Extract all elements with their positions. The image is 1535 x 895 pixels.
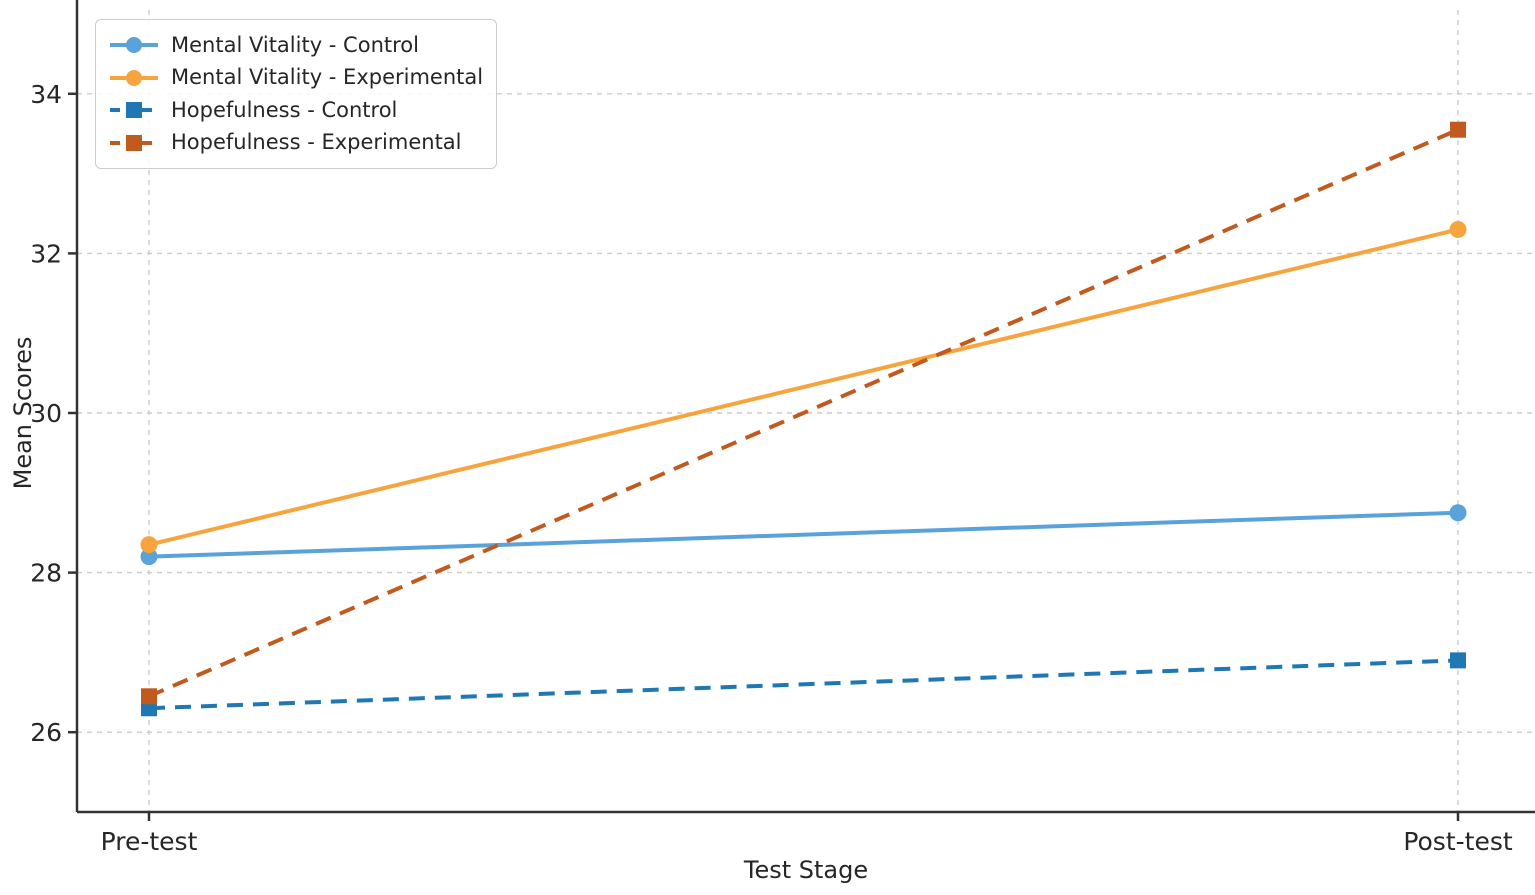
svg-text:26: 26 <box>30 718 62 747</box>
svg-text:28: 28 <box>30 559 62 588</box>
legend-label: Mental Vitality - Control <box>171 32 419 57</box>
legend-line-sample-icon <box>110 132 158 154</box>
legend-line-sample-icon <box>110 99 158 121</box>
svg-text:32: 32 <box>30 239 62 268</box>
legend-label: Hopefulness - Experimental <box>171 130 462 155</box>
x-axis-label: Test Stage <box>743 856 869 884</box>
legend-line-sample-icon <box>110 67 158 89</box>
svg-text:30: 30 <box>30 399 62 428</box>
legend-item-mental-vitality-experimental: Mental Vitality - Experimental <box>110 62 484 94</box>
y-axis-label: Mean Scores <box>9 336 37 490</box>
legend: Mental Vitality - Control Mental Vitalit… <box>95 19 497 169</box>
svg-text:Post-test: Post-test <box>1403 827 1513 856</box>
legend-item-hopefulness-experimental: Hopefulness - Experimental <box>110 127 482 159</box>
legend-line-sample-icon <box>110 34 158 56</box>
legend-item-hopefulness-control: Hopefulness - Control <box>110 94 482 126</box>
legend-label: Mental Vitality - Experimental <box>171 65 484 90</box>
svg-text:34: 34 <box>30 80 62 109</box>
legend-item-mental-vitality-control: Mental Vitality - Control <box>110 29 482 61</box>
svg-text:Pre-test: Pre-test <box>101 827 198 856</box>
legend-label: Hopefulness - Control <box>171 97 398 122</box>
